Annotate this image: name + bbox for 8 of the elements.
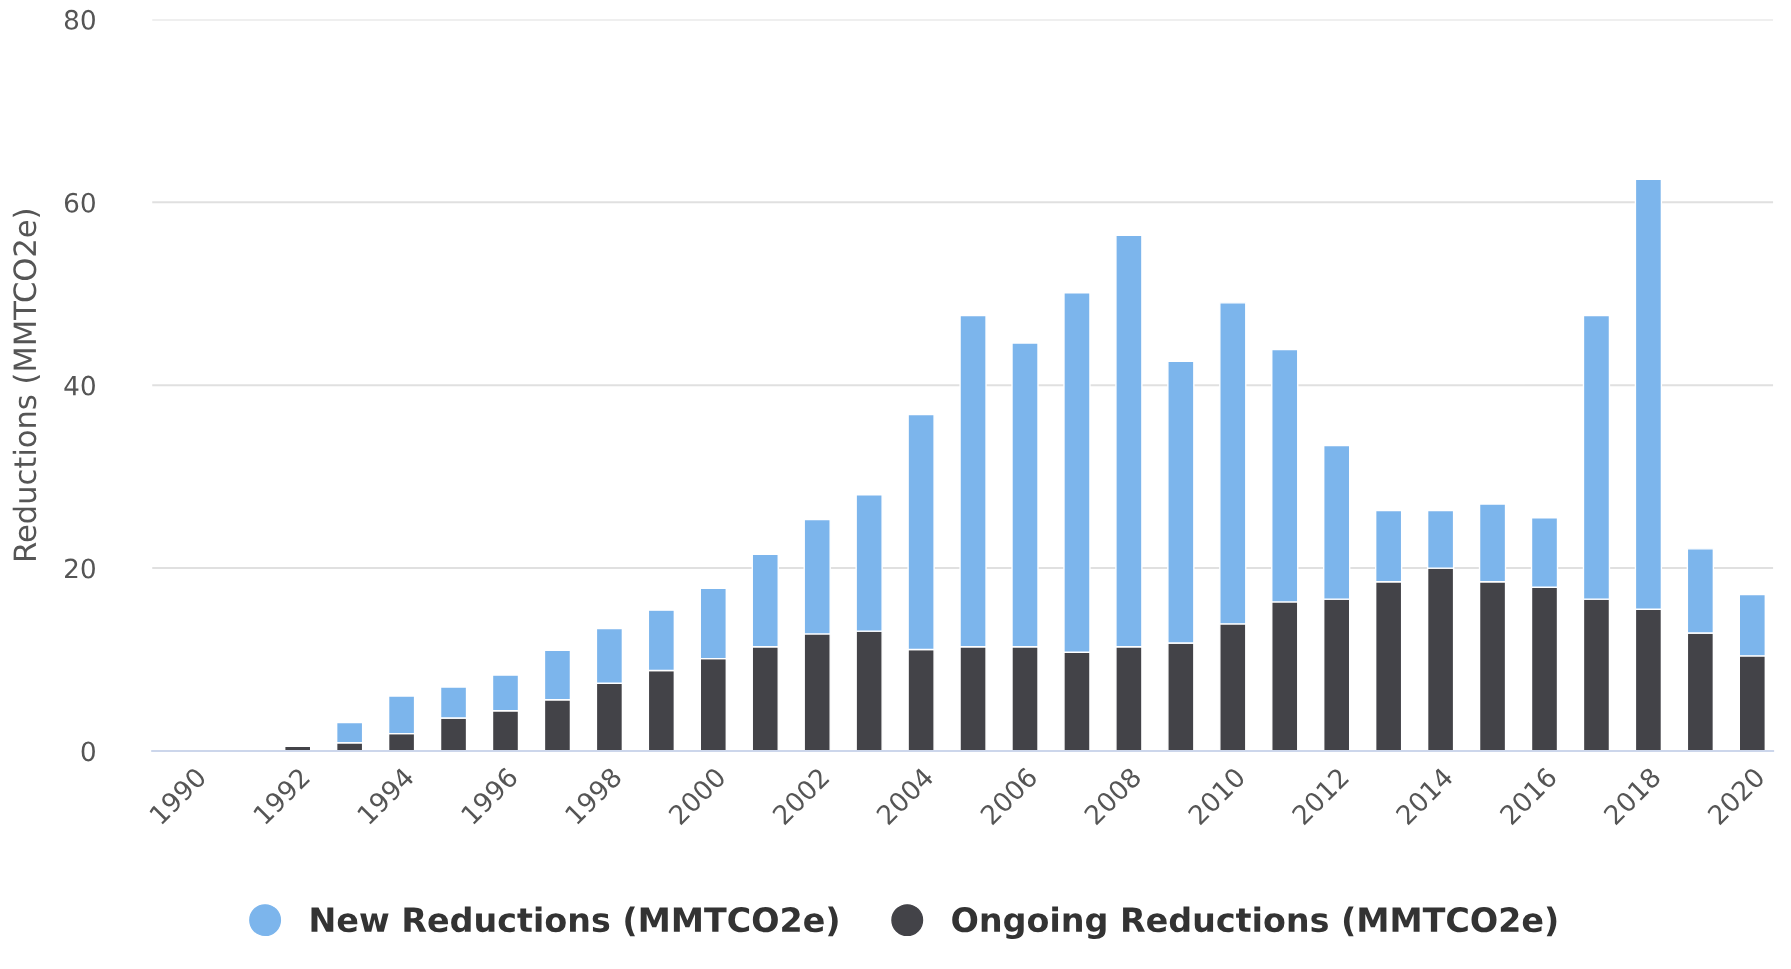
y-tick-label: 0	[81, 741, 95, 762]
y-tick-label: 40	[64, 375, 95, 396]
y-axis-title: Reductions (MMTCO2e)	[12, 210, 40, 560]
legend-label: Ongoing Reductions (MMTCO2e)	[952, 906, 1557, 939]
y-tick-label: 80	[64, 9, 95, 30]
y-tick-label: 20	[65, 558, 95, 579]
legend-label: New Reductions (MMTCO2e)	[311, 906, 838, 937]
y-tick-label: 60	[64, 192, 95, 213]
